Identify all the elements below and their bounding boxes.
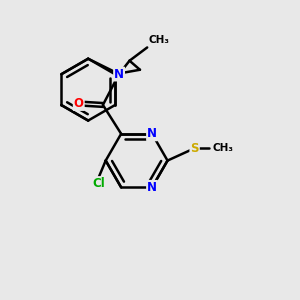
Text: N: N (114, 68, 124, 80)
Text: N: N (147, 181, 157, 194)
Text: S: S (190, 142, 199, 155)
Text: CH₃: CH₃ (149, 35, 170, 45)
Text: CH₃: CH₃ (212, 143, 233, 153)
Text: O: O (74, 97, 84, 110)
Text: N: N (147, 127, 157, 140)
Text: Cl: Cl (92, 177, 105, 190)
